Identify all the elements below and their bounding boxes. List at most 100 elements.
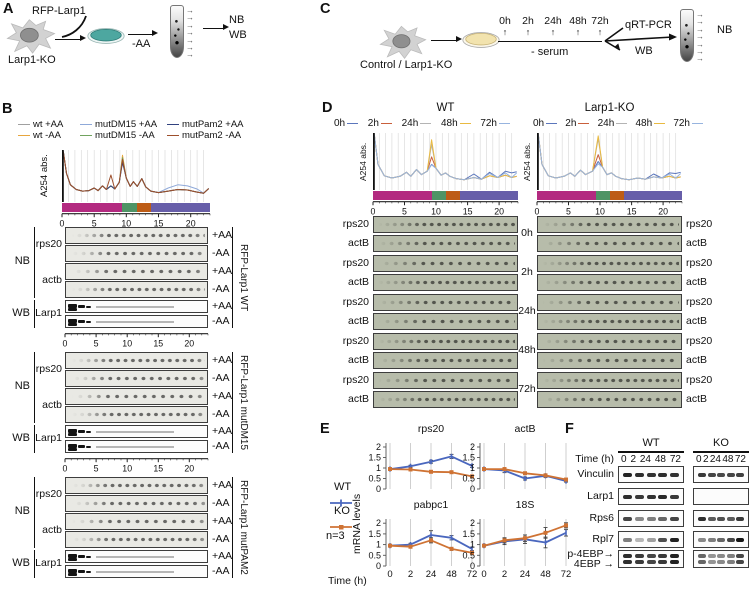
- decorative: [374, 373, 517, 388]
- nb-blot-RFP-Larp1-mutPAM2-row1: [65, 495, 208, 512]
- block-side-bar: [231, 227, 233, 328]
- transfection-curve-icon: [61, 15, 87, 38]
- f-blot-Larp1-KO: [693, 488, 749, 505]
- f-header-underline: [693, 451, 749, 453]
- protein-band: [717, 516, 725, 521]
- timepoint-label: 2h: [522, 15, 534, 27]
- protein-band: [658, 472, 668, 477]
- decorative: [538, 236, 681, 251]
- decorative: [388, 467, 392, 472]
- decorative: [372, 133, 518, 190]
- protein-band: [698, 537, 706, 542]
- profile-trace-48h: [537, 134, 681, 181]
- decorative: [623, 494, 679, 499]
- fraction-segment: [623, 191, 682, 200]
- decorative: [536, 133, 682, 190]
- f-row-label: Larp1: [587, 490, 614, 502]
- fraction-axis: 0 5 10 15 20: [63, 333, 209, 349]
- right-arrow-icon: →: [186, 50, 194, 60]
- wb-bracket: [33, 300, 35, 328]
- decorative: [66, 353, 207, 368]
- decorative: [374, 314, 517, 329]
- d-timepoint-label: 48h: [518, 344, 536, 356]
- decorative: [374, 295, 517, 310]
- decorative: [408, 467, 413, 472]
- legend-label: 48h: [440, 118, 458, 129]
- decorative: [374, 217, 517, 232]
- profile-trace-72h: [537, 134, 682, 181]
- decorative: [698, 560, 744, 565]
- right-arrow-icon: →: [186, 6, 194, 15]
- nb-group-label: NB: [14, 505, 30, 517]
- legend-swatch: [380, 123, 392, 124]
- decorative: 48: [446, 569, 457, 580]
- fraction-segment: [431, 191, 447, 200]
- decorative: 72: [561, 569, 572, 580]
- b-legend-item: mutPam2 -AA: [167, 130, 241, 141]
- output-nb-label: NB: [229, 14, 245, 26]
- decorative: [68, 428, 77, 434]
- wb-group-label: WB: [12, 557, 30, 569]
- protein-band: [707, 560, 716, 565]
- nb-blot-RFP-Larp1-WT-row0: [65, 227, 208, 244]
- decorative: [392, 34, 411, 49]
- f-time-value: 0: [621, 454, 627, 465]
- protein-band: [670, 560, 679, 565]
- f-blot-p4EBP-KO: [693, 550, 749, 568]
- protein-band: [736, 560, 744, 565]
- decorative: [66, 514, 207, 529]
- decorative: [482, 543, 486, 548]
- protein-band: [717, 553, 725, 558]
- d-legend-item: 24h: [598, 118, 628, 129]
- fraction-bar: [62, 203, 210, 212]
- block-side-bar: [231, 352, 233, 453]
- legend-label: 2h: [565, 118, 577, 129]
- d-timepoint-label: 0h: [521, 227, 533, 239]
- decorative: [449, 470, 454, 475]
- protein-band: [646, 560, 656, 565]
- nb-blot-actB-ko-24h: [537, 313, 682, 330]
- d-yaxis-label: A254 abs.: [522, 142, 532, 181]
- decorative: 00.511.52: [368, 442, 474, 494]
- decorative: 1: [376, 540, 381, 550]
- decorative: 0: [63, 339, 68, 349]
- d-legend: 0h 2h 24h 48h 72h: [334, 118, 510, 129]
- decorative: [623, 537, 679, 542]
- decorative: 0 5 10 15 20: [63, 458, 209, 474]
- protein-band: [717, 560, 725, 565]
- decorative: 20: [184, 339, 194, 349]
- decorative: 10: [431, 207, 441, 217]
- protein-band: [726, 516, 735, 521]
- decorative: [68, 553, 77, 559]
- f-blot-Rpl7-WT: [618, 531, 684, 548]
- b-legend-item: mutPam2 +AA: [167, 119, 244, 130]
- decorative: 20: [186, 219, 196, 229]
- fraction-bar: [373, 191, 518, 200]
- probe-label: Larp1: [35, 557, 62, 569]
- f-row-label: Rpl7: [592, 533, 614, 545]
- decorative: 1: [470, 463, 475, 473]
- nb-bracket: [33, 477, 35, 548]
- timepoint-label: 24h: [544, 15, 562, 27]
- condition-label: +AA: [212, 389, 233, 402]
- fraction-segment: [62, 203, 122, 212]
- panel-b-label: B: [2, 101, 13, 117]
- cell-icon: [6, 19, 56, 54]
- b-polysome-profile: [61, 150, 210, 202]
- legend-swatch: [167, 124, 179, 125]
- nb-blot-actB-ko-0h: [537, 235, 682, 252]
- decorative: 0 5 10 15 20: [60, 213, 211, 229]
- legend-swatch: [578, 123, 590, 124]
- fraction-bar: [537, 191, 682, 200]
- right-arrow-icon: →: [696, 54, 704, 64]
- right-arrow-icon: →: [696, 17, 704, 27]
- fraction-axis: 0 5 10 15 20: [371, 201, 519, 217]
- protein-band: [670, 516, 679, 521]
- protein-band: [736, 472, 744, 477]
- d-legend-item: 72h: [480, 118, 510, 129]
- fraction-axis: 0 5 10 15 20: [63, 458, 209, 474]
- decorative: 0: [535, 207, 540, 217]
- panel-f-label: F: [565, 421, 574, 437]
- d-row-label: actB: [347, 393, 369, 405]
